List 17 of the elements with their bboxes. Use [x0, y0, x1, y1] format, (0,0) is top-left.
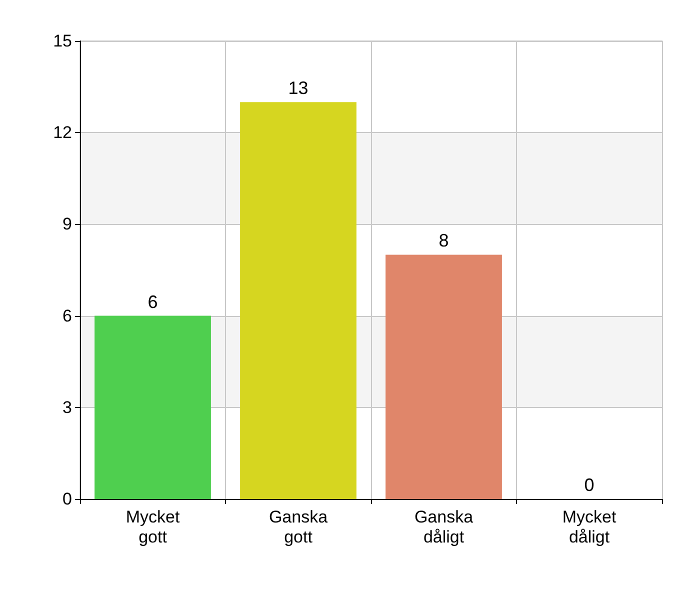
y-tick-label: 12: [53, 123, 72, 142]
bar: [386, 254, 502, 499]
y-tick-label: 15: [53, 32, 72, 50]
x-tick-label: Ganska dåligt: [414, 508, 474, 546]
data-label: 6: [148, 292, 158, 312]
data-label: 13: [288, 78, 308, 98]
x-tick-label: Mycket gott: [126, 508, 180, 546]
y-tick-label: 9: [62, 214, 72, 234]
data-label: 0: [584, 475, 594, 495]
x-tick-label: Ganska gott: [268, 508, 328, 546]
data-label: 8: [438, 230, 449, 251]
y-tick-label: 3: [62, 398, 72, 417]
bar: [240, 102, 356, 499]
y-tick-label: 6: [62, 306, 72, 326]
bar: [94, 316, 211, 499]
y-tick-label: 0: [62, 490, 72, 508]
x-tick-label: Mycket dåligt: [562, 508, 616, 546]
